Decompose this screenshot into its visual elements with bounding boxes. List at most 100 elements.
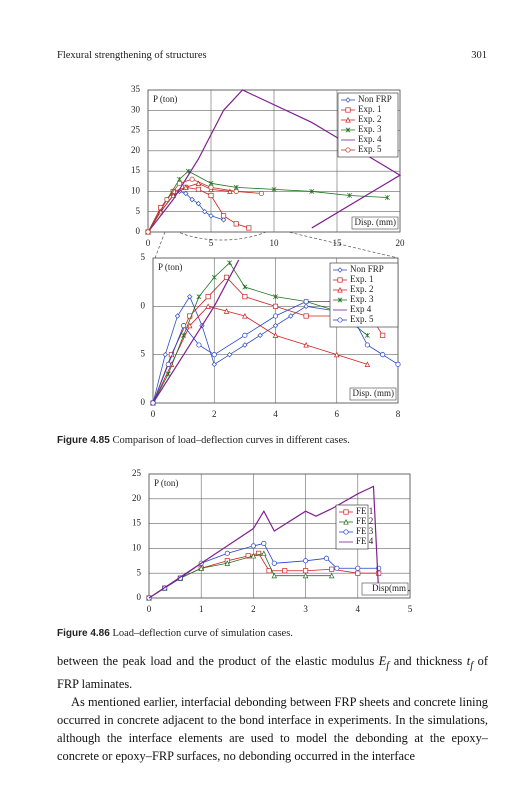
symbol: t [466,654,471,668]
legend-label: Exp. 5 [358,144,382,154]
marker [224,550,230,556]
marker [242,342,248,348]
marker [223,274,230,280]
marker [343,509,349,515]
marker [345,127,351,133]
ylabel-bg [155,261,193,273]
marker [337,297,343,303]
y-tick-label: 10 [132,542,142,552]
marker [189,176,195,182]
marker [337,267,343,273]
marker [187,293,193,300]
marker [195,186,201,192]
marker [272,313,279,319]
legend-box [337,92,399,158]
xlabel-bg [351,216,399,230]
y-tick-label: 25 [132,468,142,478]
marker [258,190,264,197]
marker [220,217,227,223]
marker [333,351,340,358]
x-tick-label: 0 [147,604,152,614]
x-axis-label: Disp(mm [372,583,406,593]
caption-label: Figure 4.86 [57,628,110,639]
marker [196,342,202,348]
marker [250,543,256,549]
marker [309,188,315,194]
marker [345,147,351,153]
marker [337,277,343,283]
marker [233,221,239,227]
y-tick-label: 5 [136,206,141,216]
x-tick-label: 5 [408,604,413,614]
y-tick-label: 0 [137,592,142,602]
marker [272,322,279,329]
marker [221,213,227,219]
legend-label: Exp. 3 [358,124,382,134]
marker [187,313,193,319]
zoom-line [279,229,399,259]
symbol: E [378,654,387,668]
x-tick-label: 1 [199,604,204,614]
marker [183,184,189,190]
marker [364,342,370,348]
legend-label: Exp. 4 [358,134,382,144]
paragraph: As mentioned earlier, interfacial debond… [57,693,488,765]
legend-label: Exp. 2 [350,284,374,294]
legend-label: Exp. 2 [358,114,382,124]
subscript: f [470,660,474,672]
marker [288,313,294,319]
marker [233,184,239,190]
marker [205,294,211,300]
x-tick-label: 6 [335,409,340,419]
marker [227,188,233,194]
marker [189,196,195,203]
marker [395,361,401,367]
marker [343,529,349,535]
marker [224,560,231,566]
body-text: between the peak load and the product of… [57,652,488,765]
marker [355,565,361,571]
marker [271,186,277,192]
marker [272,332,279,338]
legend-label: Exp. 1 [350,274,374,284]
text: As mentioned earlier, interfacial debond… [57,695,488,764]
y-tick-label: 20 [131,145,141,155]
paragraph: between the peak load and the product of… [57,652,488,693]
legend-label: Exp. 3 [350,294,374,304]
page-number: 301 [471,50,487,61]
x-axis-label: Disp. (mm) [355,217,397,227]
marker [273,294,278,300]
caption-text: Load–deflection curve of simulation case… [112,628,293,639]
caption-label: Figure 4.85 [57,435,110,446]
marker [345,107,351,113]
series-line [152,295,368,404]
marker [355,570,361,576]
y-axis-label: P (ton) [154,478,178,488]
marker [186,322,193,329]
xlabel-bg [361,582,409,596]
x-tick-label: 0 [151,409,156,419]
marker [272,303,279,309]
marker [145,229,151,235]
marker [343,519,349,525]
x-axis-label: Disp. (mm) [353,388,395,398]
marker [245,553,251,559]
marker [384,195,390,200]
marker [261,540,267,546]
x-tick-label: 4 [273,409,278,419]
y-tick-label: 35 [131,84,141,94]
marker [303,342,309,348]
marker [226,351,233,358]
marker [176,180,183,186]
legend-label: FE 2 [356,516,373,526]
y-tick-label: 10 [131,185,141,195]
marker [211,352,217,358]
marker [150,400,156,406]
legend-label: FE 3 [356,526,374,536]
marker [303,558,309,564]
legend-label: Non FRP [358,94,392,104]
marker [165,361,171,367]
marker [164,196,170,203]
marker [208,213,214,219]
